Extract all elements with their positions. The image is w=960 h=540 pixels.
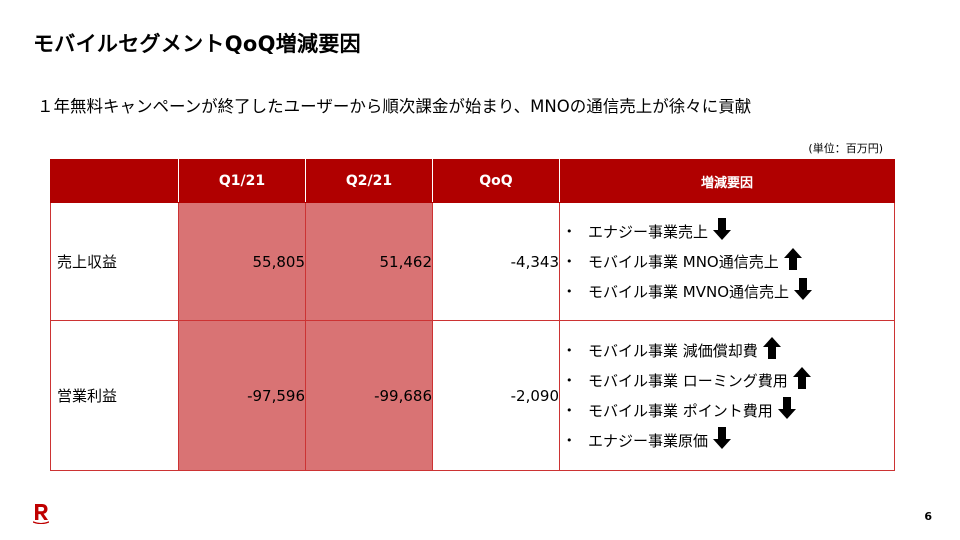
bullet-icon: • — [566, 284, 573, 298]
factor-list: • モバイル事業 減価償却費 • モバイル事業 ローミング費用 • モバイル事業 ポイ… — [560, 336, 894, 456]
bullet-icon: • — [566, 254, 573, 268]
cell-qoq: -4,343 — [432, 202, 560, 321]
rakuten-r-logo — [32, 502, 50, 528]
arrow-down-icon — [712, 426, 732, 450]
header-factors: 増減要因 — [559, 159, 895, 203]
factor-text: エナジー事業売上 — [588, 222, 709, 241]
slide-subtitle: １年無料キャンペーンが終了したユーザーから順次課金が始まり、MNOの通信売上が徐… — [37, 97, 752, 116]
cell-q1: -97,596 — [178, 320, 306, 471]
slide-title: モバイルセグメントQoQ増減要因 — [33, 32, 361, 56]
arrow-down-icon — [777, 396, 797, 420]
header-blank — [50, 159, 179, 203]
row-label: 売上収益 — [50, 202, 179, 321]
cell-factors: • モバイル事業 減価償却費 • モバイル事業 ローミング費用 • モバイル事業 ポイ… — [559, 320, 895, 471]
factor-item: • エナジー事業原価 — [566, 426, 894, 456]
row-label: 営業利益 — [50, 320, 179, 471]
factor-text: モバイル事業 減価償却費 — [588, 341, 758, 360]
unit-note: (単位：百万円) — [808, 142, 883, 155]
table-header-row: Q1/21 Q2/21 QoQ 増減要因 — [50, 159, 895, 203]
factor-text: モバイル事業 MVNO通信売上 — [588, 282, 789, 301]
bullet-icon: • — [566, 433, 573, 447]
arrow-down-icon — [712, 217, 732, 241]
bullet-icon: • — [566, 403, 573, 417]
factor-item: • モバイル事業 ローミング費用 — [566, 366, 894, 396]
cell-q1: 55,805 — [178, 202, 306, 321]
table-row-revenue: 売上収益 55,805 51,462 -4,343 • エナジー事業売上 • モバイ… — [50, 202, 895, 321]
factor-list: • エナジー事業売上 • モバイル事業 MNO通信売上 • モバイル事業 MVNO通信… — [560, 217, 894, 307]
header-qoq: QoQ — [432, 159, 560, 203]
bullet-icon: • — [566, 343, 573, 357]
factor-item: • モバイル事業 MNO通信売上 — [566, 247, 894, 277]
qoq-table: Q1/21 Q2/21 QoQ 増減要因 売上収益 55,805 51,462 … — [50, 159, 895, 471]
cell-factors: • エナジー事業売上 • モバイル事業 MNO通信売上 • モバイル事業 MVNO通信… — [559, 202, 895, 321]
arrow-up-icon — [792, 366, 812, 390]
page-number: 6 — [924, 510, 932, 523]
factor-item: • エナジー事業売上 — [566, 217, 894, 247]
header-q2: Q2/21 — [305, 159, 433, 203]
factor-item: • モバイル事業 ポイント費用 — [566, 396, 894, 426]
factor-text: エナジー事業原価 — [588, 431, 709, 450]
factor-item: • モバイル事業 減価償却費 — [566, 336, 894, 366]
arrow-up-icon — [762, 336, 782, 360]
arrow-up-icon — [783, 247, 803, 271]
cell-q2: -99,686 — [305, 320, 433, 471]
factor-text: モバイル事業 MNO通信売上 — [588, 252, 779, 271]
factor-text: モバイル事業 ポイント費用 — [588, 401, 773, 420]
factor-item: • モバイル事業 MVNO通信売上 — [566, 277, 894, 307]
arrow-down-icon — [793, 277, 813, 301]
factor-text: モバイル事業 ローミング費用 — [588, 371, 788, 390]
bullet-icon: • — [566, 224, 573, 238]
bullet-icon: • — [566, 373, 573, 387]
cell-q2: 51,462 — [305, 202, 433, 321]
header-q1: Q1/21 — [178, 159, 306, 203]
cell-qoq: -2,090 — [432, 320, 560, 471]
table-row-operating-income: 営業利益 -97,596 -99,686 -2,090 • モバイル事業 減価償却… — [50, 320, 895, 471]
